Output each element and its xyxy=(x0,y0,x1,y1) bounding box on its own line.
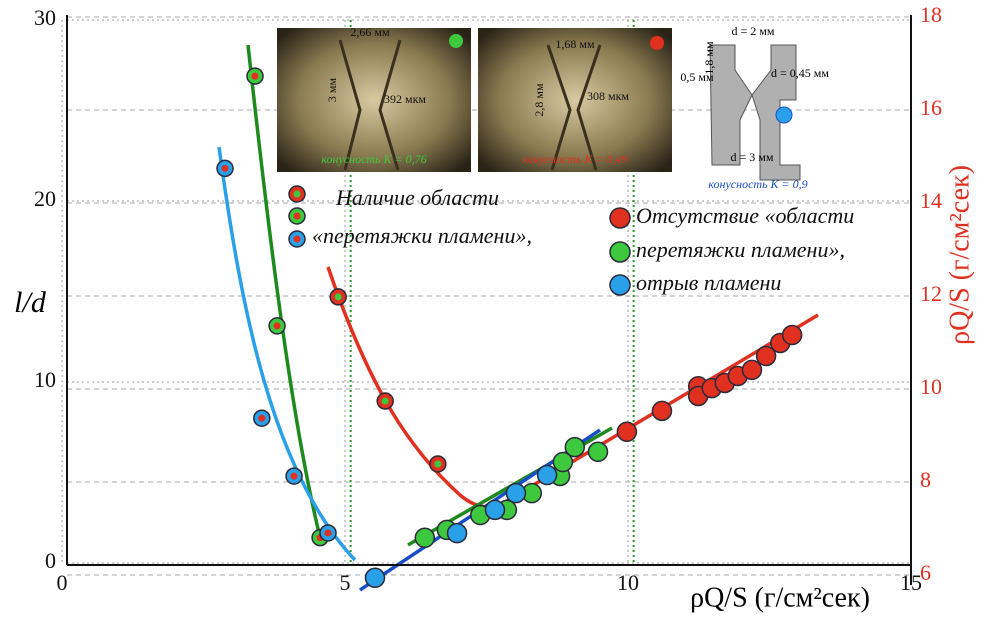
nozzle-caption: конусность К = 0,9 xyxy=(708,177,807,191)
point-center xyxy=(335,293,342,300)
y2-tick-label: 10 xyxy=(920,374,942,399)
photo-dim: 2,66 мм xyxy=(350,25,390,39)
x-tick-label: 10 xyxy=(617,570,639,595)
point-center xyxy=(258,415,265,422)
legend-marker xyxy=(610,275,630,295)
y2-tick-label: 12 xyxy=(920,281,942,306)
legend-text: Наличие области xyxy=(335,185,499,210)
nozzle-dim: d = 3 мм xyxy=(731,150,774,164)
photo-caption: конусность К = 0,49 xyxy=(522,152,627,166)
photo-caption: конусность К = 0,76 xyxy=(321,152,426,166)
fit-curve xyxy=(328,267,818,507)
legend-marker-center xyxy=(294,213,301,220)
data-point xyxy=(485,500,504,519)
photo-dim: 308 мкм xyxy=(587,89,629,103)
y2-tick-label: 16 xyxy=(920,95,942,120)
photo-dim: 3 мм xyxy=(325,78,339,103)
data-point xyxy=(783,326,802,345)
y-tick-label: 20 xyxy=(34,186,56,211)
point-center xyxy=(274,322,281,329)
y2-tick-label: 8 xyxy=(920,467,931,492)
x-axis-label: ρQ/S (г/см²сек) xyxy=(690,582,870,613)
y2-axis-label: ρQ/S (г/см²сек) xyxy=(944,165,975,345)
y-tick-label: 0 xyxy=(45,548,56,573)
y2-tick-label: 14 xyxy=(920,188,942,213)
legend-marker-center xyxy=(294,236,301,243)
data-point xyxy=(448,524,467,543)
y2-tick-label: 18 xyxy=(920,2,942,27)
nozzle-dim: d = 2 мм xyxy=(732,24,775,38)
data-point xyxy=(365,568,384,587)
legend-text: Отсутствие «области xyxy=(636,203,854,228)
point-center xyxy=(252,73,259,80)
photo: 2,66 мм 3 мм 392 мкм конусность К = 0,76 xyxy=(277,25,471,172)
legend-marker xyxy=(610,242,630,262)
y-axis-label: l/d xyxy=(14,286,47,319)
legend-text: «перетяжки пламени», xyxy=(312,223,532,248)
nozzle-diagram: d = 2 мм 1,8 мм 0,5 мм d = 0,45 мм d = 3… xyxy=(680,24,829,191)
data-point xyxy=(589,442,608,461)
x-tick-label: 15 xyxy=(900,570,922,595)
photo-dim: 2,8 мм xyxy=(532,83,546,117)
photo-dim: 392 мкм xyxy=(384,92,426,106)
point-center xyxy=(222,165,229,172)
y2-tick-label: 6 xyxy=(920,560,931,585)
point-center xyxy=(382,398,389,405)
data-point xyxy=(565,438,584,457)
chart: l/d ρQ/S (г/см²сек) ρQ/S (г/см²сек) 2,66… xyxy=(0,0,984,623)
legend-text: перетяжки пламени», xyxy=(636,237,845,262)
point-center xyxy=(291,473,298,480)
data-point xyxy=(617,422,636,441)
data-point xyxy=(538,466,557,485)
nozzle-dim: 0,5 мм xyxy=(680,70,714,84)
legend-text: отрыв пламени xyxy=(636,270,781,295)
nozzle-dim: d = 0,45 мм xyxy=(771,66,829,80)
photo-dim: 1,68 мм xyxy=(555,37,595,51)
data-point xyxy=(652,401,671,420)
data-point xyxy=(415,528,434,547)
data-point xyxy=(506,484,525,503)
y-tick-label: 10 xyxy=(34,367,56,392)
x-tick-label: 0 xyxy=(57,570,68,595)
legend-marker-center xyxy=(294,191,301,198)
y-tick-label: 30 xyxy=(34,5,56,30)
point-center xyxy=(325,529,332,536)
legend-marker xyxy=(610,208,630,228)
data-point xyxy=(742,360,761,379)
photo: 1,68 мм 2,8 мм 308 мкм конусность К = 0,… xyxy=(478,28,672,172)
x-tick-label: 5 xyxy=(340,570,351,595)
point-center xyxy=(434,460,441,467)
